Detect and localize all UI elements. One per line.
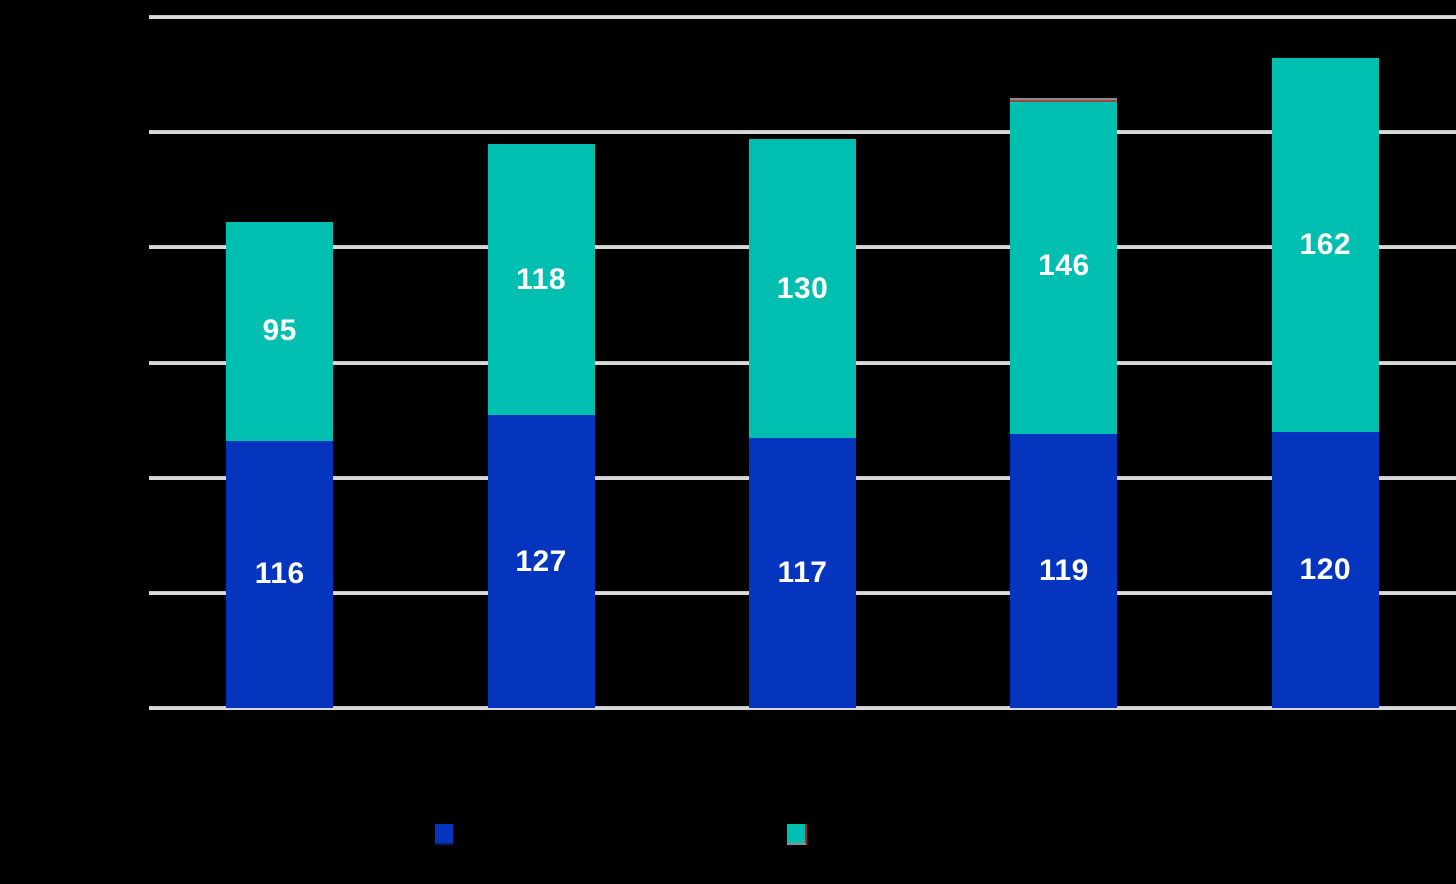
bar-value-label: 127 (515, 544, 567, 578)
bar-stack: 146 119 (1010, 97, 1118, 708)
bar-stack: 162 120 (1271, 58, 1379, 708)
bar-value-label: 95 (262, 314, 297, 348)
bar-value-label: 119 (1038, 553, 1089, 587)
legend-swatch-teal (787, 824, 807, 845)
bar-value-label: 118 (516, 262, 567, 296)
bar-segment-teal: 118 (487, 143, 595, 416)
bar-value-label: 120 (1299, 552, 1352, 586)
bar-stack: 118 127 (487, 143, 595, 708)
bar-value-label: 130 (776, 271, 829, 305)
bar-stack: 95 116 (226, 221, 334, 708)
gridline (149, 15, 1456, 19)
bar4-top-cap-red (1010, 99, 1118, 102)
bar-value-label: 116 (254, 557, 305, 591)
bar-segment-blue: 119 (1010, 433, 1118, 708)
bar4-top-cap-gray (1010, 97, 1118, 100)
bar-segment-blue: 117 (749, 438, 856, 708)
bar-segment-teal: 130 (749, 139, 856, 439)
bar-value-label: 146 (1038, 248, 1090, 282)
bar-segment-blue: 127 (487, 415, 595, 708)
legend-swatch-blue (435, 824, 453, 845)
bar-value-label: 117 (777, 556, 828, 590)
bar-segment-teal: 95 (226, 221, 334, 441)
bar-segment-blue: 120 (1271, 431, 1379, 708)
bar-segment-teal: 162 (1271, 58, 1379, 432)
gridline (149, 130, 1456, 135)
bar-stack: 130 117 (749, 139, 856, 708)
bar-segment-blue: 116 (226, 440, 334, 708)
bar-value-label: 162 (1299, 228, 1352, 262)
bar-segment-teal: 146 (1010, 97, 1118, 434)
